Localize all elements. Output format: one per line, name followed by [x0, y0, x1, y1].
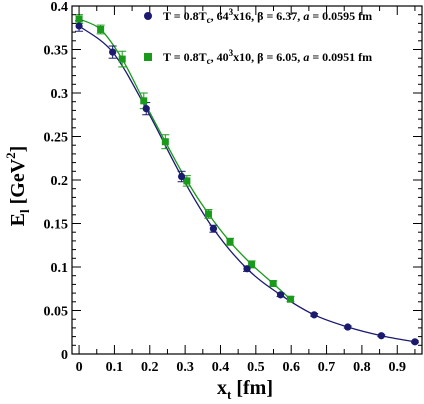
x-tick-label: 0.5 — [247, 360, 265, 375]
x-tick-label: 0.1 — [106, 360, 124, 375]
data-point-series-2 — [161, 138, 169, 146]
y-tick-label: 0.4 — [51, 0, 69, 15]
data-point-series-2 — [118, 55, 126, 63]
x-tick-label: 0.7 — [318, 360, 336, 375]
x-tick-label: 0.4 — [212, 360, 230, 375]
data-point-series-2 — [183, 177, 191, 185]
y-tick-label: 0.3 — [51, 87, 69, 102]
data-point-series-2 — [97, 25, 105, 33]
x-tick-label: 0.9 — [389, 360, 407, 375]
data-point-series-2 — [248, 260, 256, 268]
data-point-series-2 — [226, 238, 234, 246]
tick-labels: 0 0.1 0.2 0.3 0.4 0.5 0.6 0.7 0.8 0.9 0 0.05 0.1 0.15… — [44, 0, 407, 375]
y-tick-label: 0.05 — [44, 305, 69, 320]
data-point-series-1 — [243, 265, 251, 273]
data-point-series-2 — [269, 280, 277, 288]
data-points — [75, 15, 419, 346]
data-point-series-2 — [75, 15, 83, 23]
data-point-series-1 — [411, 338, 419, 346]
legend-label-series-2: T = 0.8Tc, 403x10, β = 6.05, a = 0.0951 … — [163, 48, 372, 66]
x-tick-label: 0.8 — [353, 360, 371, 375]
x-tick-label: 0.6 — [282, 360, 300, 375]
y-tick-label: 0.35 — [44, 44, 69, 59]
data-point-series-2 — [140, 97, 148, 105]
data-point-series-1 — [377, 332, 385, 340]
x-tick-label: 0.2 — [141, 360, 159, 375]
legend-marker-series-1 — [144, 12, 152, 20]
data-point-series-1 — [209, 225, 218, 233]
data-point-series-1 — [142, 105, 150, 113]
data-point-series-1 — [276, 291, 285, 299]
y-tick-label: 0.15 — [44, 218, 69, 233]
x-axis-title: xt [fm] — [217, 377, 273, 402]
data-point-series-1 — [177, 172, 186, 181]
y-axis-title: El [GeV2] — [3, 146, 32, 227]
legend-marker-series-2 — [144, 53, 152, 61]
data-point-series-2 — [286, 295, 294, 303]
x-tick-label: 0.3 — [176, 360, 194, 375]
y-tick-label: 0.25 — [44, 131, 69, 146]
data-point-series-1 — [310, 311, 318, 319]
axis-ticks — [72, 5, 422, 355]
y-tick-label: 0 — [61, 348, 68, 363]
fit-curves — [78, 18, 416, 343]
legend-label-series-1: T = 0.8Tc, 643x16, β = 6.37, a = 0.0595 … — [163, 7, 372, 25]
y-tick-label: 0.1 — [51, 261, 69, 276]
data-point-series-1 — [109, 48, 117, 56]
legend: T = 0.8Tc, 643x16, β = 6.37, a = 0.0595 … — [144, 7, 372, 66]
data-point-series-1 — [75, 22, 83, 30]
data-point-series-2 — [204, 210, 212, 218]
data-point-series-1 — [344, 323, 352, 331]
x-tick-label: 0 — [76, 360, 83, 375]
y-tick-label: 0.2 — [51, 174, 69, 189]
